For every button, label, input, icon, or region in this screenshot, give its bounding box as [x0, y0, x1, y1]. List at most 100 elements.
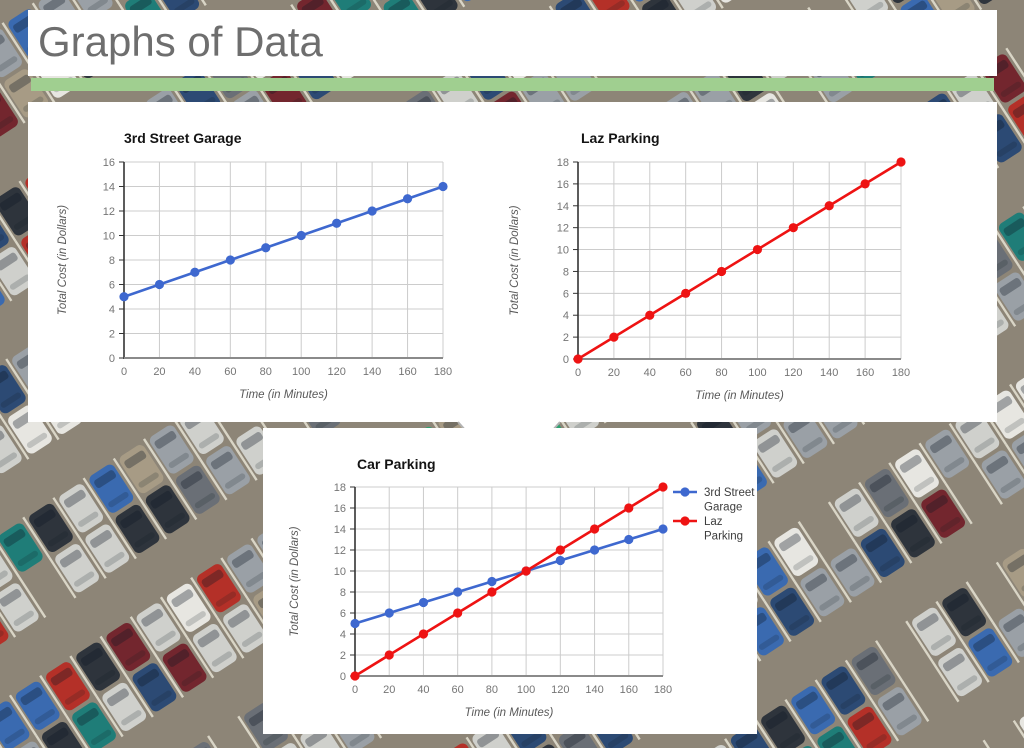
data-point-marker [860, 179, 870, 189]
data-point-marker [487, 587, 497, 597]
x-tick-label: 20 [608, 367, 620, 379]
x-tick-label: 40 [189, 366, 201, 378]
x-tick-label: 180 [892, 367, 910, 379]
chart-3rd-street-garage: 0 20 40 60 80 100 120 140 160 180 0 2 4 6 8 10 12 14 16 3rd… [57, 112, 478, 412]
x-tick-label: 80 [260, 366, 272, 378]
y-tick-label: 6 [340, 608, 346, 620]
legend: 3rd Street Garage Laz Parking [673, 487, 755, 543]
tick-labels: 0 20 40 60 80 100 120 140 160 180 0 2 4 6 8 10 12 14 16 18 [557, 157, 910, 379]
y-tick-label: 18 [334, 482, 346, 494]
data-point-marker [788, 223, 798, 233]
x-tick-label: 20 [153, 366, 165, 378]
x-tick-label: 160 [856, 367, 874, 379]
series-line [354, 485, 664, 678]
x-tick-label: 160 [620, 684, 638, 696]
y-tick-label: 14 [334, 524, 346, 536]
y-tick-label: 4 [563, 310, 569, 322]
data-point-marker [752, 244, 763, 255]
x-tick-label: 0 [575, 367, 581, 379]
data-point-marker [418, 597, 429, 608]
data-point-marker [350, 671, 360, 681]
data-point-marker [296, 230, 306, 241]
data-point-marker [624, 503, 634, 513]
data-point-marker [418, 629, 429, 639]
legend-marker-dot [680, 516, 690, 526]
x-axis-label: Time (in Minutes) [695, 390, 784, 402]
chart-title: 3rd Street Garage [124, 130, 242, 146]
tick-labels: 0 20 40 60 80 100 120 140 160 180 0 2 4 6 8 10 12 14 16 18 [334, 482, 672, 696]
x-tick-label: 0 [352, 684, 358, 696]
charts-panel-top: 0 20 40 60 80 100 120 140 160 180 0 2 4 6 8 10 12 14 16 3rd… [28, 102, 997, 422]
y-tick-label: 2 [109, 329, 115, 341]
legend-marker-dot [680, 487, 690, 497]
y-tick-label: 12 [103, 206, 115, 218]
y-tick-label: 16 [334, 503, 346, 515]
x-tick-label: 20 [383, 684, 395, 696]
series-line [123, 185, 444, 298]
data-point-marker [555, 545, 565, 555]
x-tick-label: 0 [121, 366, 127, 378]
x-tick-label: 140 [820, 367, 838, 379]
data-point-marker [402, 194, 413, 204]
green-accent-bar [31, 78, 994, 91]
y-tick-label: 16 [103, 157, 115, 169]
x-tick-label: 140 [585, 684, 603, 696]
data-point-marker [261, 243, 271, 253]
tick-labels: 0 20 40 60 80 100 120 140 160 180 0 2 4 6 8 10 12 14 16 [103, 157, 452, 378]
data-point-marker [225, 255, 235, 265]
data-point-marker [332, 218, 342, 228]
data-point-marker [589, 524, 600, 534]
x-tick-label: 60 [680, 367, 692, 379]
data-point-marker [555, 555, 565, 566]
data-point-marker [487, 576, 497, 587]
series-0 [573, 157, 906, 364]
x-axis-label: Time (in Minutes) [465, 707, 554, 719]
data-point-marker [658, 482, 668, 492]
series-line [577, 160, 902, 361]
legend-label: Laz [704, 516, 723, 528]
y-tick-label: 10 [103, 231, 115, 243]
data-point-marker [154, 279, 165, 290]
y-axis-label: Total Cost (in Dollars) [509, 205, 521, 315]
y-tick-label: 16 [557, 179, 569, 191]
y-tick-label: 0 [109, 353, 115, 365]
data-point-marker [716, 266, 727, 277]
chart-car-parking: 0 20 40 60 80 100 120 140 160 180 0 2 4 6 8 10 12 14 16 18 C… [282, 440, 757, 732]
gridlines [119, 161, 444, 359]
x-tick-label: 100 [517, 684, 535, 696]
legend-label: Parking [704, 531, 743, 543]
data-point-marker [681, 288, 691, 298]
y-tick-label: 12 [334, 545, 346, 557]
charts-panel-bottom: 0 20 40 60 80 100 120 140 160 180 0 2 4 6 8 10 12 14 16 18 C… [263, 428, 757, 734]
y-tick-label: 10 [557, 245, 569, 257]
chart-svg: 0 20 40 60 80 100 120 140 160 180 0 2 4 6 8 10 12 14 16 3rd… [57, 130, 452, 401]
gridlines [573, 161, 902, 360]
data-point-marker [824, 201, 834, 211]
y-axis-label: Total Cost (in Dollars) [289, 526, 301, 636]
y-tick-label: 10 [334, 566, 346, 578]
series-line [354, 527, 664, 625]
data-point-marker [453, 608, 463, 618]
y-tick-label: 12 [557, 223, 569, 235]
series-1 [350, 482, 668, 681]
x-tick-label: 100 [748, 367, 766, 379]
x-tick-label: 180 [654, 684, 672, 696]
data-point-marker [350, 618, 360, 629]
x-tick-label: 60 [224, 366, 236, 378]
data-point-marker [589, 545, 600, 555]
y-tick-label: 8 [109, 255, 115, 267]
data-point-marker [190, 267, 200, 277]
chart-svg: 0 20 40 60 80 100 120 140 160 180 0 2 4 6 8 10 12 14 16 18 L… [509, 130, 910, 402]
y-tick-label: 18 [557, 157, 569, 169]
y-tick-label: 14 [557, 201, 569, 213]
y-tick-label: 0 [563, 354, 569, 366]
data-point-marker [573, 354, 583, 364]
x-axis-label: Time (in Minutes) [239, 389, 328, 401]
data-point-marker [367, 206, 377, 216]
y-tick-label: 4 [340, 629, 346, 641]
x-tick-label: 40 [417, 684, 429, 696]
x-tick-label: 180 [434, 366, 452, 378]
data-point-marker [896, 157, 906, 167]
y-tick-label: 2 [563, 332, 569, 344]
